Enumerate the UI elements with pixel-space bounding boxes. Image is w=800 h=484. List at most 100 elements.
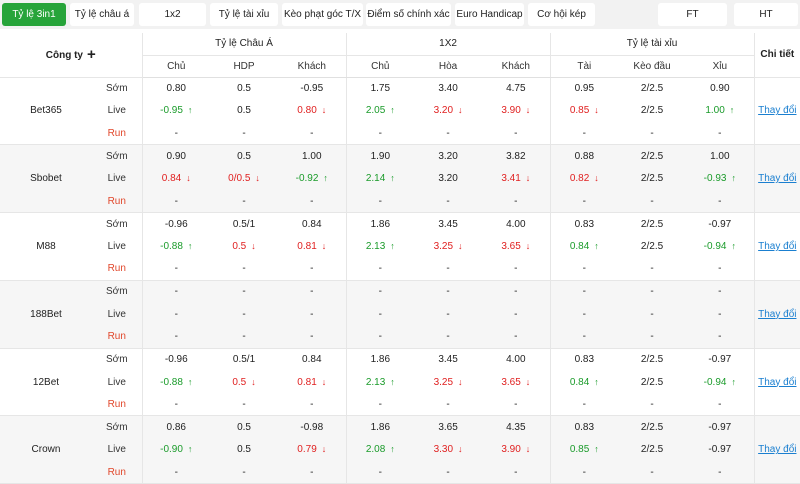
odds-value: 3.40 (438, 83, 458, 95)
arrow-up-icon: ↑ (187, 105, 193, 116)
odds-cell: -0.97 (686, 213, 754, 236)
detail-cell: Thay đổi (753, 415, 800, 484)
arrow-down-icon: ↓ (525, 240, 531, 251)
odds-cell: - (482, 257, 551, 281)
odds-value: - (718, 195, 722, 207)
add-company-icon[interactable]: + (86, 46, 96, 64)
odds-cell: 2.14 ↑ (345, 167, 415, 190)
odds-cell: - (141, 302, 211, 326)
odds-cell: 3.25 ↓ (414, 235, 482, 258)
odds-value: 0.81 (297, 240, 317, 252)
change-link[interactable]: Thay đổi (758, 173, 797, 185)
odds-cell: 0.86 (141, 415, 211, 439)
odds-cell: 4.00 (482, 213, 550, 236)
odds-value: 0.85 (569, 444, 590, 456)
detail-cell: Thay đổi (753, 280, 800, 349)
odds-value: 1.86 (370, 218, 391, 230)
odds-cell: 2.13 ↑ (345, 370, 415, 394)
tab-euro-handicap[interactable]: Euro Handicap (455, 3, 524, 26)
company-name: 188Bet (0, 280, 92, 349)
change-link[interactable]: Thay đổi (758, 105, 797, 117)
odds-cell: -0.88 ↑ (141, 370, 211, 394)
odds-cell: 1.86 (345, 348, 415, 371)
odds-row-run: Run - - - - - - - - - (0, 189, 800, 214)
odds-value: - (378, 286, 382, 298)
odds-value: 4.00 (506, 354, 526, 366)
odds-row-live: Live -0.88 ↑ 0.5 ↓ 0.81 ↓ 2.13 ↑ 3.25 ↓ 3.65 ↓ 0.84 ↑ 2… (0, 370, 800, 394)
odds-value: 0.90 (710, 83, 730, 95)
change-link[interactable]: Thay đổi (758, 240, 797, 252)
arrow-up-icon: ↑ (594, 376, 599, 387)
change-link[interactable]: Thay đổi (758, 308, 797, 320)
odds-value: 4.35 (506, 421, 526, 433)
odds-value: -0.94 (703, 376, 727, 388)
odds-row-live: Live 0.84 ↓ 0/0.5 ↓ -0.92 ↑ 2.14 ↑ 3.20 3.41 ↓ 0.82 ↓… (0, 167, 800, 190)
odds-cell: - (549, 122, 619, 146)
odds-cell: 2/2.5 (618, 235, 686, 258)
odds-cell: - (345, 280, 415, 303)
odds-value: - (650, 127, 654, 139)
odds-value: 2.13 (365, 240, 386, 252)
odds-cell: 2/2.5 (618, 348, 686, 371)
tab-corner-over-under[interactable]: Kèo phạt góc T/X (282, 3, 363, 26)
odds-value: -0.88 (160, 240, 183, 252)
odds-cell: 1.00 (278, 144, 347, 168)
odds-value: - (582, 331, 586, 343)
arrow-up-icon: ↑ (390, 376, 395, 387)
detail-cell: Thay đổi (753, 77, 800, 146)
col-header-under: Xỉu (686, 55, 755, 78)
tab-half-time[interactable]: HT (734, 3, 798, 26)
odds-value: 2/2.5 (640, 105, 664, 117)
odds-cell: 0.5 ↓ (210, 371, 278, 394)
odds-cell: 3.65 ↓ (482, 235, 550, 258)
odds-value: 0.85 (569, 105, 590, 117)
odds-row-run: Run - - - - - - - - - (0, 393, 800, 417)
odds-value: - (718, 127, 722, 139)
odds-cell: - (278, 257, 347, 281)
odds-cell: - (482, 189, 551, 214)
odds-value: - (242, 195, 246, 207)
odds-cell: 2/2.5 (618, 371, 686, 394)
odds-value: - (310, 331, 314, 343)
tab-3in1[interactable]: Tỷ lệ 3in1 (2, 3, 66, 26)
tab-full-time[interactable]: FT (658, 3, 727, 26)
odds-cell: 4.35 (482, 415, 551, 439)
odds-value: - (718, 308, 722, 320)
tab-correct-score[interactable]: Điểm số chính xác (366, 3, 451, 26)
odds-value: -0.88 (160, 376, 183, 388)
odds-value: -0.96 (164, 218, 188, 230)
odds-cell: - (210, 393, 279, 417)
tab-over-under[interactable]: Tỷ lệ tài xỉu (210, 3, 278, 26)
odds-cell: - (549, 280, 619, 303)
odds-row-live: Live -0.88 ↑ 0.5 ↓ 0.81 ↓ 2.13 ↑ 3.25 ↓ 3.65 ↓ 0.84 ↑ 2… (0, 235, 800, 258)
tab-asian-handicap[interactable]: Tỷ lệ châu á (70, 3, 134, 26)
odds-value: 1.00 (705, 105, 725, 117)
odds-cell: 2/2.5 (618, 144, 687, 168)
odds-value: - (242, 127, 246, 139)
arrow-up-icon: ↑ (390, 105, 395, 116)
odds-cell: - (278, 280, 347, 303)
odds-cell: - (210, 280, 279, 303)
col-header-draw: Hòa (414, 55, 483, 78)
odds-value: 3.45 (438, 218, 458, 230)
odds-value: 0.95 (574, 83, 595, 95)
odds-cell: - (414, 280, 483, 303)
change-link[interactable]: Thay đổi (758, 444, 797, 456)
tab-1x2[interactable]: 1x2 (139, 3, 206, 26)
odds-row-early: 12Bet Sớm -0.96 0.5/1 0.84 1.86 3.45 4.00 0.83 2/… (0, 348, 800, 417)
change-link[interactable]: Thay đổi (758, 376, 797, 388)
odds-value: - (242, 263, 246, 275)
tab-double-chance[interactable]: Cơ hội kép (528, 3, 595, 26)
row-label-live: Live (107, 376, 126, 388)
odds-value: 3.30 (433, 444, 454, 456)
odds-value: 2/2.5 (640, 173, 664, 185)
odds-value: - (446, 308, 450, 320)
odds-value: - (650, 263, 654, 275)
odds-value: - (242, 331, 246, 343)
odds-value: -0.94 (703, 240, 727, 252)
row-label-live: Live (92, 438, 143, 462)
odds-cell: - (141, 122, 211, 146)
odds-value: 0.88 (574, 150, 595, 162)
odds-cell: - (345, 302, 415, 326)
company-header-label: Công ty (45, 50, 83, 62)
